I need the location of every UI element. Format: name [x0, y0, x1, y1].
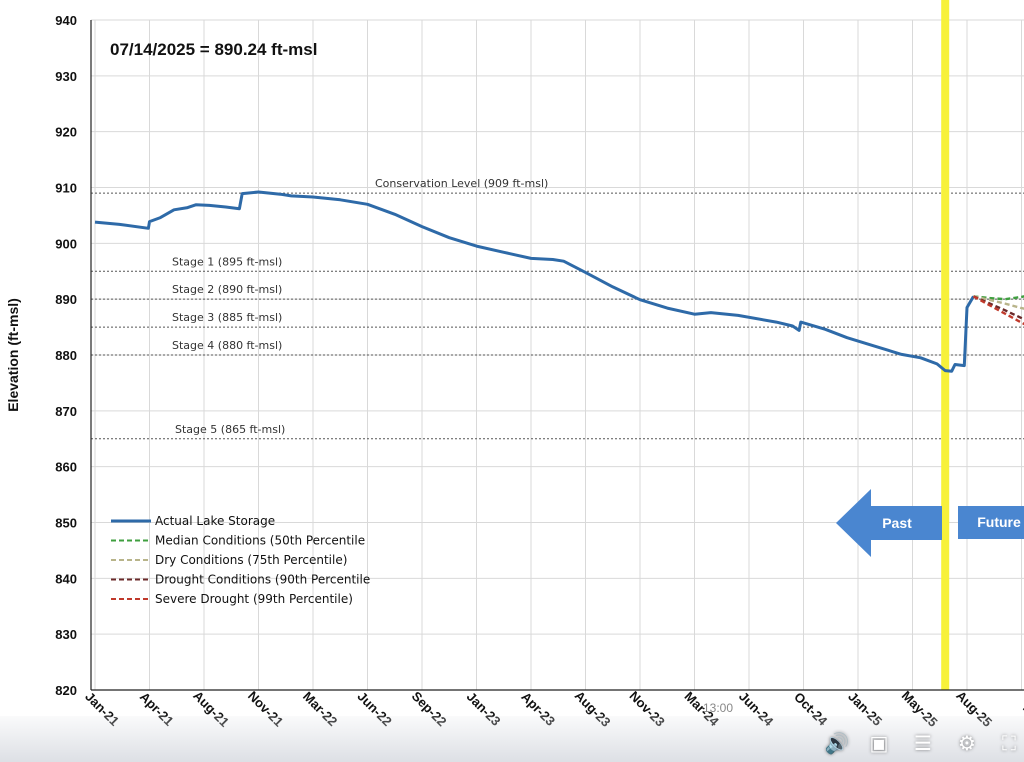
- legend-label: Actual Lake Storage: [155, 514, 275, 528]
- reference-line-label: Conservation Level (909 ft-msl): [375, 177, 548, 190]
- y-tick-label: 930: [55, 69, 77, 84]
- captions-icon[interactable]: ▣: [869, 731, 889, 755]
- reference-line-label: Stage 4 (880 ft-msl): [172, 339, 282, 352]
- past-arrow: [836, 489, 942, 557]
- past-future-arrows: Past Future: [836, 489, 1024, 557]
- legend-label: Median Conditions (50th Percentile: [155, 534, 365, 548]
- reference-line-label: Stage 1 (895 ft-msl): [172, 255, 282, 268]
- reference-line-label: Stage 3 (885 ft-msl): [172, 311, 282, 324]
- series-line: [973, 295, 1024, 310]
- legend: Actual Lake Storage Median Conditions (50…: [111, 514, 370, 606]
- y-tick-label: 940: [55, 13, 77, 28]
- axes: 820830840850860870880890900910920930940J…: [55, 13, 1024, 730]
- series-line: [94, 190, 975, 373]
- y-tick-label: 860: [55, 460, 77, 475]
- reference-line-label: Stage 5 (865 ft-msl): [175, 423, 285, 436]
- y-tick-label: 920: [55, 125, 77, 140]
- reference-lines: Conservation Level (909 ft-msl) Stage 1 (…: [91, 0, 1024, 690]
- series-line: [973, 295, 1024, 301]
- current-elevation-annotation: 07/14/2025 = 890.24 ft-msl: [110, 40, 317, 59]
- legend-label: Drought Conditions (90th Percentile: [155, 573, 370, 587]
- video-timestamp: 13:00: [703, 701, 734, 715]
- series-line: [972, 295, 1024, 326]
- future-arrow-label: Future: [977, 514, 1021, 530]
- transcript-icon[interactable]: ☰: [914, 731, 932, 755]
- series-lines: [94, 190, 1024, 373]
- y-axis-label: Elevation (ft-msl): [5, 298, 21, 412]
- y-tick-label: 880: [55, 348, 77, 363]
- x-tick-label: D: [1020, 700, 1024, 717]
- legend-label: Dry Conditions (75th Percentile): [155, 553, 347, 567]
- y-tick-label: 820: [55, 683, 77, 698]
- past-arrow-label: Past: [882, 515, 912, 531]
- legend-label: Severe Drought (99th Percentile): [155, 592, 353, 606]
- reference-line-label: Stage 2 (890 ft-msl): [172, 283, 282, 296]
- future-arrow: [958, 506, 1024, 539]
- settings-icon[interactable]: ⚙: [958, 731, 976, 755]
- y-tick-label: 840: [55, 571, 77, 586]
- y-tick-label: 910: [55, 181, 77, 196]
- y-tick-label: 900: [55, 236, 77, 251]
- y-tick-label: 870: [55, 404, 77, 419]
- video-player-bar: [0, 716, 1024, 762]
- y-tick-label: 890: [55, 292, 77, 307]
- fullscreen-icon[interactable]: ⛶: [1002, 731, 1016, 755]
- y-tick-label: 850: [55, 516, 77, 531]
- volume-icon[interactable]: 🔊: [824, 731, 850, 755]
- today-marker: [941, 0, 950, 690]
- y-tick-label: 830: [55, 627, 77, 642]
